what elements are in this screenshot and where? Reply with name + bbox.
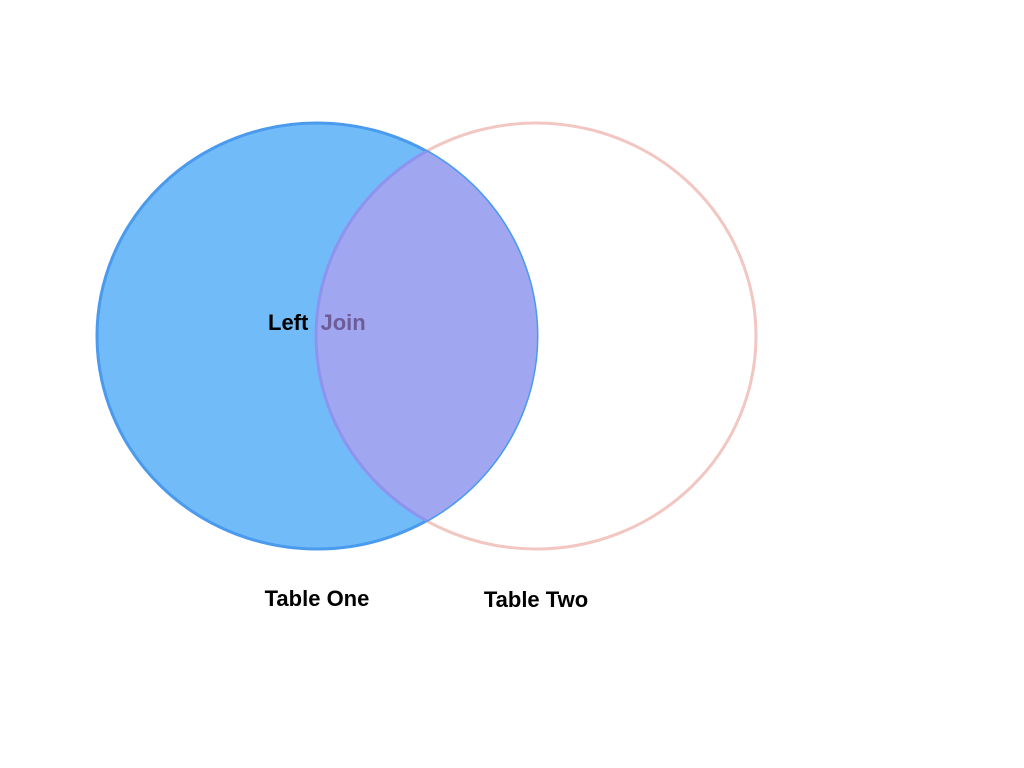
title-left-word: Left <box>268 310 309 335</box>
title-join-word: Join <box>320 310 365 335</box>
table-one-label: Table One <box>265 586 370 611</box>
diagram-title: Left Join <box>268 310 366 335</box>
intersection-region <box>314 123 537 549</box>
table-two-label: Table Two <box>484 587 588 612</box>
